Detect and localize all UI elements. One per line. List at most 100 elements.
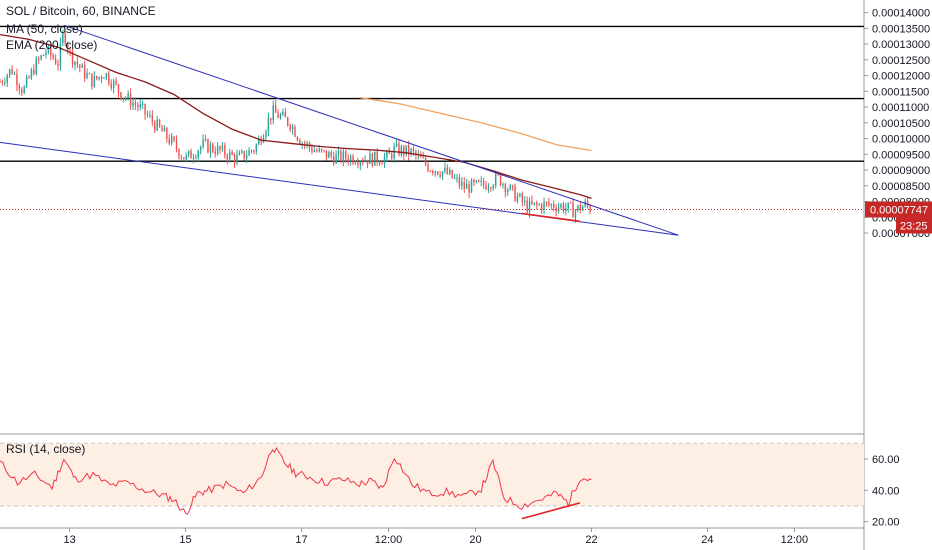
candle-body-241 (582, 206, 584, 211)
candle-body-35 (83, 64, 86, 78)
candle-body-208 (502, 183, 504, 186)
candle-36 (86, 68, 88, 80)
candle-body-75 (180, 156, 183, 158)
candle-body-59 (141, 103, 144, 105)
candle-43 (103, 76, 105, 79)
ema-200-line (359, 96, 592, 152)
candle-70 (168, 134, 170, 146)
candle-215 (519, 192, 521, 198)
candle-body-192 (463, 182, 465, 189)
candle-180 (434, 170, 436, 177)
candle-body-131 (316, 150, 318, 152)
candle-body-152 (366, 159, 369, 164)
candle-body-214 (516, 196, 519, 202)
candle-body-222 (536, 202, 538, 205)
candle-239 (577, 204, 579, 213)
candle-body-117 (282, 111, 284, 115)
candle-body-7 (16, 73, 18, 86)
candle-69 (166, 126, 168, 143)
candle-104 (250, 149, 253, 154)
candle-244 (589, 204, 591, 215)
candle-body-89 (214, 151, 216, 155)
candle-body-54 (129, 93, 132, 107)
candle-228 (550, 203, 553, 210)
candle-body-101 (243, 150, 245, 159)
candle-body-185 (446, 167, 449, 174)
candle-body-167 (403, 146, 405, 155)
candle-74 (178, 148, 180, 160)
candle-body-5 (11, 69, 13, 74)
candle-139 (335, 150, 337, 165)
candle-153 (369, 149, 371, 164)
price-tick-label-3: 0.00012500 (872, 55, 930, 67)
candle-body-243 (586, 201, 589, 206)
candle-234 (565, 202, 567, 216)
candle-140 (337, 146, 340, 160)
candle-157 (378, 160, 381, 167)
candle-body-58 (139, 104, 141, 108)
candle-221 (533, 202, 536, 207)
candle-12 (28, 75, 30, 79)
candle-40 (95, 75, 98, 81)
candle-body-22 (52, 55, 54, 59)
candle-189 (456, 173, 458, 183)
candle-168 (405, 145, 407, 157)
ma-50-series (0, 33, 592, 200)
candle-body-57 (137, 104, 139, 108)
candle-135 (325, 150, 328, 161)
candle-48 (115, 77, 117, 86)
candle-body-137 (330, 152, 332, 157)
candle-body-78 (187, 150, 190, 156)
candle-209 (504, 182, 507, 198)
candle-42 (100, 75, 103, 84)
candle-body-53 (127, 93, 129, 99)
candles (0, 29, 591, 223)
candle-80 (192, 153, 195, 164)
candle-body-225 (543, 201, 545, 211)
candle-58 (139, 98, 141, 111)
candle-body-12 (28, 77, 30, 79)
candle-body-49 (117, 84, 120, 93)
candle-120 (289, 123, 291, 133)
candle-body-112 (270, 117, 272, 121)
candle-23 (54, 54, 57, 65)
time-tick-label-0: 13 (63, 534, 75, 546)
candle-body-227 (548, 202, 550, 205)
candle-body-72 (173, 136, 175, 141)
candle-body-166 (400, 146, 403, 156)
candle-106 (255, 143, 258, 155)
ema-legend: EMA (200, close) (6, 38, 98, 52)
candle-body-195 (470, 179, 473, 193)
candle-body-149 (359, 161, 362, 165)
candle-body-76 (183, 157, 185, 160)
candle-1 (1, 79, 4, 86)
candle-body-79 (190, 150, 192, 159)
candle-147 (354, 160, 357, 165)
candle-199 (480, 176, 482, 187)
candle-158 (381, 160, 383, 165)
candle-body-146 (352, 156, 354, 164)
candle-body-70 (168, 138, 170, 144)
candle-178 (429, 170, 432, 172)
candle-body-180 (434, 171, 436, 173)
candle-128 (308, 141, 311, 152)
candle-body-157 (378, 162, 381, 164)
candle-body-116 (279, 114, 282, 118)
candle-17 (40, 54, 42, 61)
candle-119 (287, 116, 289, 127)
candle-body-182 (439, 174, 441, 177)
candle-body-217 (523, 200, 526, 202)
candle-123 (296, 136, 299, 142)
candle-64 (154, 120, 156, 133)
candle-body-80 (192, 157, 195, 159)
candle-body-25 (59, 42, 62, 66)
candle-114 (274, 100, 277, 113)
ema-200-series (359, 96, 592, 152)
candle-body-181 (436, 171, 439, 175)
candle-body-236 (569, 202, 572, 204)
candle-body-98 (236, 155, 238, 163)
candle-192 (463, 177, 465, 193)
candle-body-123 (296, 136, 299, 141)
candle-191 (461, 176, 463, 190)
